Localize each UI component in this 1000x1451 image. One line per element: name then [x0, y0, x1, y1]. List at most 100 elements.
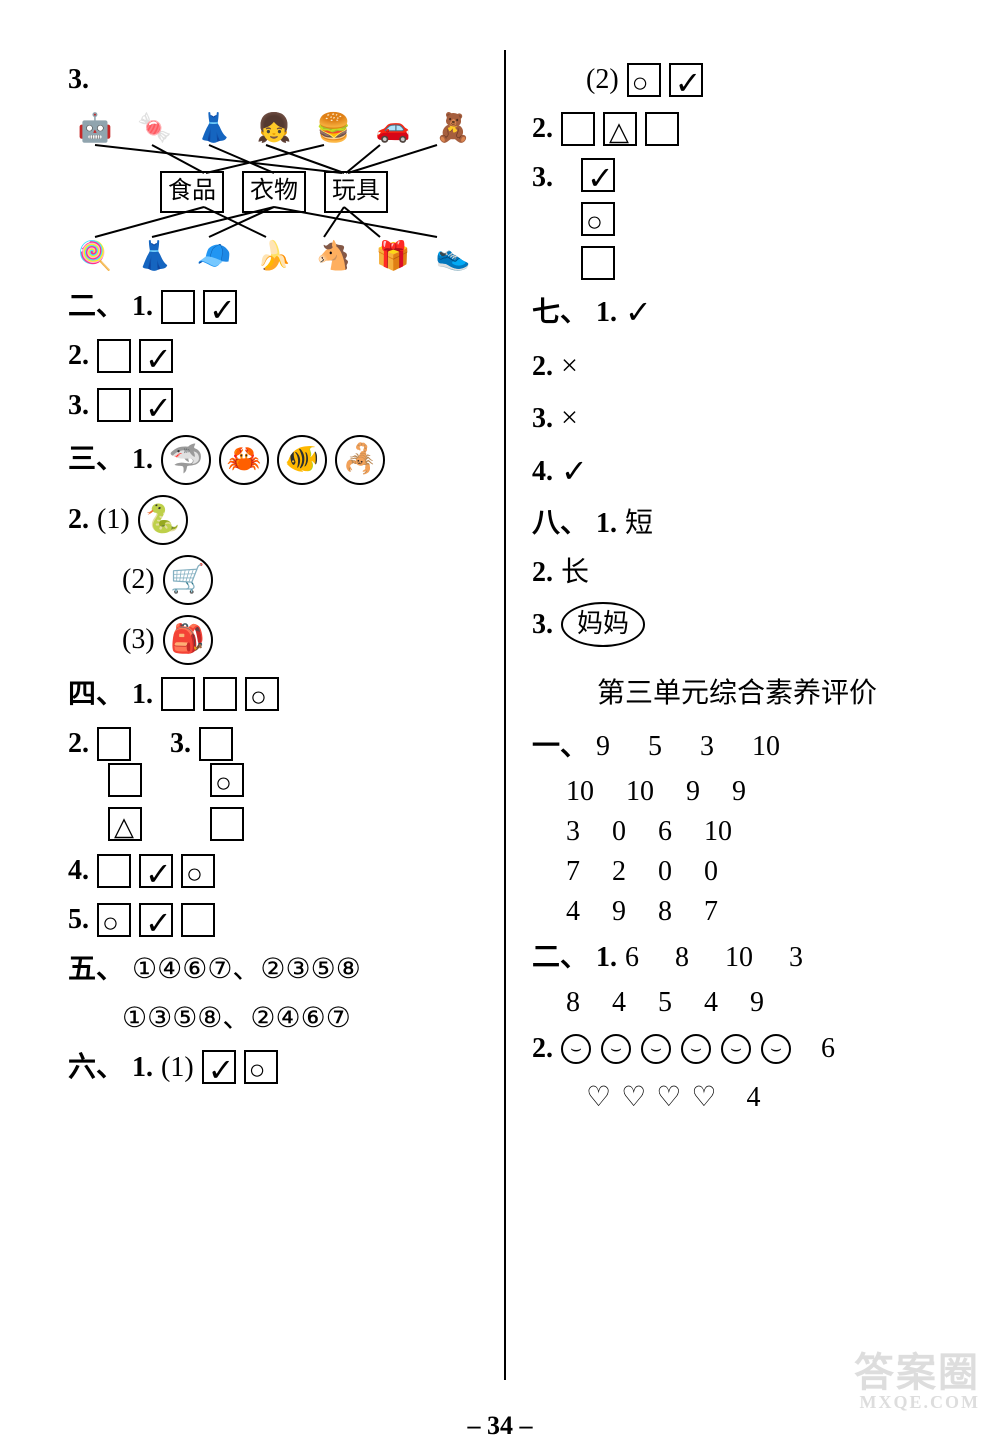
box-empty — [561, 112, 595, 146]
smiley-icon: ⌣ — [681, 1034, 711, 1064]
s1-r4: 4 9 8 7 — [532, 896, 942, 928]
sec2-2n: 2. — [68, 336, 89, 375]
matching-diagram: 🤖 🍬 👗 👧 🍔 🚗 🧸 食品 衣物 玩具 🍭 👗 🧢 — [74, 107, 474, 277]
v: 9 — [732, 776, 746, 808]
oval-mama: 妈妈 — [561, 602, 645, 646]
sec6-label: 六、 — [68, 1048, 124, 1087]
sec3-label: 三、 — [68, 440, 124, 479]
v: 3 — [566, 816, 580, 848]
sec2-1: 二、 1. — [68, 287, 478, 326]
x-mark: × — [561, 397, 578, 439]
box-empty — [210, 807, 244, 841]
box-check — [202, 1050, 236, 1084]
heart-count: 4 — [746, 1078, 760, 1117]
s1v: 5 — [648, 727, 662, 766]
box-check — [669, 63, 703, 97]
v: 7 — [566, 856, 580, 888]
paren-1: (1) — [97, 500, 130, 539]
circ-snake: 🐍 — [138, 495, 188, 545]
v: 0 — [658, 856, 672, 888]
r-q3n: 3. — [532, 158, 553, 197]
sec3-1: 三、 1. 🦈 🦀 🐠 🦂 — [68, 435, 478, 485]
sec5-1: 五、 ①④⑥⑦、②③⑤⑧ — [68, 950, 478, 989]
matching-lines — [74, 107, 474, 277]
page-num: 34 — [487, 1411, 513, 1440]
box-empty — [581, 246, 615, 280]
sec4-5n: 5. — [68, 900, 89, 939]
box-empty — [108, 763, 142, 797]
sec4-4n: 4. — [68, 851, 89, 890]
s1v: 10 — [752, 727, 780, 766]
sec5-label: 五、 — [68, 950, 124, 989]
sec2-label: 二、 — [68, 287, 124, 326]
circ-scorpion: 🦂 — [335, 435, 385, 485]
box-circle — [581, 202, 615, 236]
sec4-3: 3. — [170, 724, 244, 841]
sec8-3: 3. 妈妈 — [532, 602, 942, 646]
s2-2n: 2. — [532, 1029, 553, 1068]
left-column: 3. 🤖 🍬 👗 👧 🍔 🚗 🧸 食品 衣物 玩具 🍭 — [50, 50, 506, 1380]
circ-crab: 🦀 — [219, 435, 269, 485]
q3-label: 3. — [68, 60, 89, 99]
q3: 3. 🤖 🍬 👗 👧 🍔 🚗 🧸 食品 衣物 玩具 🍭 — [68, 60, 478, 277]
v: 4 — [612, 987, 626, 1019]
sec7-1n: 1. — [596, 293, 617, 332]
paren-3: (3) — [122, 620, 155, 659]
sec7-3: 3. × — [532, 397, 942, 439]
box-check — [139, 854, 173, 888]
v: 3 — [789, 938, 803, 977]
box-empty — [199, 727, 233, 761]
paren: (2) — [586, 60, 619, 99]
sec4-1n: 1. — [132, 675, 153, 714]
sec8-1: 八、 1. 短 — [532, 504, 942, 543]
sec7-3n: 3. — [532, 399, 553, 438]
v: 9 — [612, 896, 626, 928]
s1v: 9 — [596, 727, 610, 766]
sec7-label: 七、 — [532, 293, 588, 332]
sec3-2-3: (3) 🎒 — [68, 615, 478, 665]
smiley-icon: ⌣ — [721, 1034, 751, 1064]
sec8-label: 八、 — [532, 504, 588, 543]
sec8-3n: 3. — [532, 605, 553, 644]
box-empty — [203, 677, 237, 711]
sec6-1: 六、 1. (1) — [68, 1048, 478, 1087]
circ-stroller: 🛒 — [163, 555, 213, 605]
check-mark: ✓ — [625, 290, 652, 335]
cont-2: (2) — [532, 60, 942, 99]
sec4-label: 四、 — [68, 675, 124, 714]
circ-fish: 🐠 — [277, 435, 327, 485]
v: 0 — [704, 856, 718, 888]
sec3-2-2: (2) 🛒 — [68, 555, 478, 605]
sec8-2: 2. 长 — [532, 553, 942, 592]
sec2-2: 2. — [68, 336, 478, 375]
smiley-count: 6 — [821, 1029, 835, 1068]
sec7-1: 七、 1. ✓ — [532, 290, 942, 335]
box-circle — [245, 677, 279, 711]
box-triangle — [603, 112, 637, 146]
s2-1: 二、 1. 6 8 10 3 — [532, 938, 942, 977]
v: 5 — [658, 987, 672, 1019]
s1-first: 一、 9 5 3 10 — [532, 727, 942, 766]
v: 8 — [658, 896, 672, 928]
box-empty — [161, 290, 195, 324]
v: 4 — [566, 896, 580, 928]
box-empty — [97, 727, 131, 761]
sec4-23: 2. 3. — [68, 724, 478, 841]
sec6-1n: 1. — [132, 1048, 153, 1087]
smiley-icon: ⌣ — [601, 1034, 631, 1064]
v: 9 — [750, 987, 764, 1019]
wm-sub: MXQE.COM — [854, 1393, 980, 1411]
v: 8 — [675, 938, 689, 977]
sec7-2: 2. × — [532, 345, 942, 387]
v: 10 — [566, 776, 594, 808]
circ-bag: 🎒 — [163, 615, 213, 665]
sec7-2n: 2. — [532, 347, 553, 386]
box-empty — [645, 112, 679, 146]
box-empty — [181, 903, 215, 937]
smiley-icon: ⌣ — [641, 1034, 671, 1064]
v: 2 — [612, 856, 626, 888]
sec3-1n: 1. — [132, 440, 153, 479]
sec5-line1: ①④⑥⑦、②③⑤⑧ — [132, 950, 361, 989]
ans-long: 长 — [561, 553, 589, 592]
box-check — [581, 158, 615, 192]
